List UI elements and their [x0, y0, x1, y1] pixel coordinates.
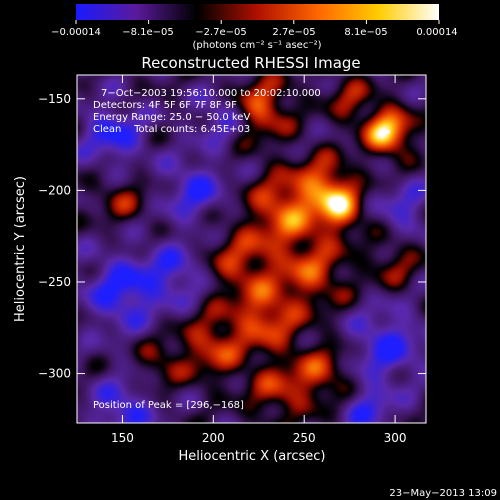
colorbar-unit-label: (photons cm⁻² s⁻¹ asec⁻²) — [192, 40, 321, 51]
colorbar-tick-label-0: −0.00014 — [51, 27, 101, 38]
annotation-clean: Clean Total counts: 6.45E+03 — [93, 124, 250, 135]
x-tick-label: 150 — [111, 431, 134, 445]
colorbar-tick-label-3: 2.7e−05 — [272, 27, 315, 38]
peak-point — [385, 129, 390, 134]
x-tick-label: 300 — [384, 431, 407, 445]
peak-marker — [385, 129, 390, 134]
colorbar-ticks — [75, 20, 440, 24]
annotation-energy: Energy Range: 25.0 − 50.0 keV — [93, 112, 250, 123]
colorbar-tick-label-2: −2.7e−05 — [195, 27, 247, 38]
colorbar-tick-label-4: 8.1e−05 — [344, 27, 387, 38]
annotation-time: 7−Oct−2003 19:56:10.000 to 20:02:10.000 — [101, 88, 321, 99]
y-tick-label: −300 — [38, 367, 71, 381]
x-axis-label: Heliocentric X (arcsec) — [179, 449, 326, 464]
peak-position-label: Position of Peak = [296,−168] — [93, 400, 244, 411]
colorbar — [76, 4, 439, 20]
axis-ticks: 150 200 250 300 −150 −200 −250 −300 — [38, 75, 426, 445]
y-axis-label: Heliocentric Y (arcsec) — [13, 176, 28, 322]
heatmap-image — [77, 75, 426, 423]
colorbar-tick-label-5: 0.00014 — [416, 27, 457, 38]
colorbar-tick-label-1: −8.1e−05 — [122, 27, 174, 38]
y-tick-label: −150 — [38, 92, 71, 106]
x-tick-label: 200 — [202, 431, 225, 445]
annotation-detectors: Detectors: 4F 5F 6F 7F 8F 9F — [93, 100, 237, 111]
plot-frame — [76, 74, 427, 424]
y-tick-label: −200 — [38, 183, 71, 197]
y-tick-label: −250 — [38, 275, 71, 289]
chart-title: Reconstructed RHESSI Image — [141, 54, 360, 72]
x-tick-label: 250 — [293, 431, 316, 445]
footer-timestamp: 23−May−2013 13:09 — [389, 488, 497, 499]
